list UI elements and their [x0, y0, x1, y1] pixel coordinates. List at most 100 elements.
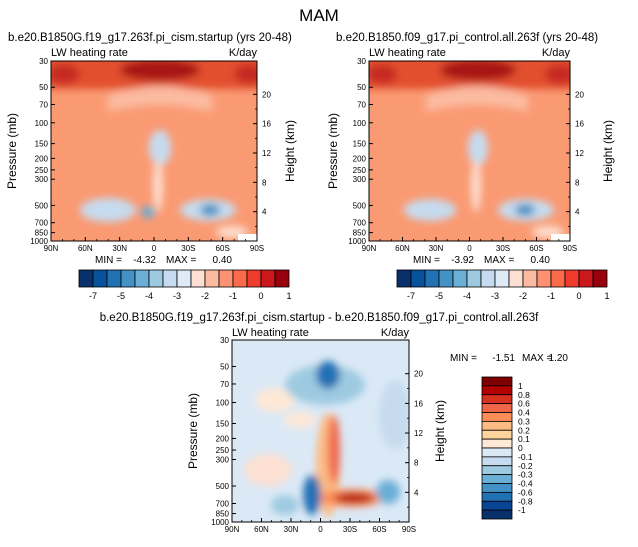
right-tick-label: 4	[262, 208, 267, 217]
y-tick-label: 250	[216, 446, 230, 455]
y-tick-label: 1000	[30, 237, 48, 246]
panel-1-subtitle-left: LW heating rate	[51, 47, 128, 59]
y-tick-label: 100	[35, 119, 49, 128]
y-tick-label: 500	[35, 201, 49, 210]
colorbar-box	[481, 447, 513, 458]
x-tick-label: 0	[152, 244, 157, 253]
colorbar-box	[274, 269, 290, 288]
colorbar-box	[522, 269, 538, 288]
y-tick-label: 300	[353, 175, 367, 184]
colorbar-box	[481, 509, 513, 520]
right-tick-label: 12	[262, 149, 271, 158]
colorbar-box	[481, 420, 513, 431]
x-tick-label: 60N	[78, 244, 93, 253]
colorbar-box	[481, 438, 513, 449]
y-tick-label: 100	[353, 119, 367, 128]
panel-3-colorbar: 10.80.60.40.30.20.10-0.1-0.2-0.3-0.4-0.6…	[481, 376, 533, 520]
colorbar-box	[78, 269, 94, 288]
colorbar-label: -0.1	[518, 452, 533, 462]
right-tick-label: 16	[262, 120, 271, 129]
colorbar-box	[148, 269, 164, 288]
right-tick-label: 8	[414, 459, 419, 468]
y-tick-label: 50	[220, 363, 229, 372]
y-tick-label: 70	[220, 380, 229, 389]
panel-1-field	[51, 61, 257, 241]
colorbar-label: 1	[518, 381, 523, 391]
y-tick-label: 700	[216, 499, 230, 508]
y-tick-label: 850	[35, 229, 49, 238]
x-tick-label: 60S	[216, 244, 230, 253]
x-tick-label: 60S	[372, 525, 386, 534]
colorbar-label: -0.2	[518, 461, 533, 471]
panel-3: b.e20.B1850G.f19_g17.263f.pi_cism.startu…	[100, 312, 569, 534]
colorbar-label: 1	[286, 291, 291, 301]
colorbar-label: -0.4	[518, 479, 533, 489]
panel-1-colorbar: -7 -5 -4 -3 -2 -1 0 1	[78, 269, 292, 301]
colorbar-box	[481, 483, 513, 493]
colorbar-label: -1	[229, 291, 237, 301]
colorbar-label: -5	[117, 291, 125, 301]
colorbar-box	[452, 269, 468, 288]
right-tick-label: 20	[414, 370, 423, 379]
colorbar-label: 0.2	[518, 425, 530, 435]
y-tick-label: 500	[353, 201, 367, 210]
colorbar-box	[480, 269, 496, 288]
y-tick-label: 300	[216, 456, 230, 465]
colorbar-label: 0.8	[518, 390, 530, 400]
panel-3-ylabel: Pressure (mb)	[186, 393, 200, 469]
x-tick-label: 0	[467, 244, 472, 253]
colorbar-box	[481, 429, 513, 440]
colorbar-box	[564, 269, 580, 288]
colorbar-box	[508, 269, 524, 288]
panel-3-axes: 90N 60N 30N 0 30S 60S 90S 30 50 70 100 150 200 250300…	[211, 336, 423, 534]
colorbar-box	[410, 269, 426, 288]
colorbar-box	[481, 474, 513, 484]
panel-1-max-core	[120, 61, 200, 81]
y-tick-label: 850	[353, 229, 367, 238]
y-tick-label: 1000	[211, 518, 229, 527]
colorbar-box	[204, 269, 220, 288]
colorbar-label: -0.6	[518, 487, 533, 497]
x-tick-label: 90N	[362, 244, 377, 253]
panel-2-ylabel: Pressure (mb)	[326, 113, 340, 189]
panel-3-min-core	[303, 475, 321, 515]
panel-3-max-value: 1.20	[549, 353, 569, 364]
panel-2: b.e20.B1850.f09_g17.pi_control.all.263f …	[326, 32, 615, 266]
panel-1: b.e20.B1850G.f19_g17.263f.pi_cism.startu…	[5, 32, 297, 266]
right-tick-label: 12	[575, 149, 584, 158]
colorbar-box	[481, 403, 513, 413]
right-tick-label: 16	[575, 120, 584, 129]
panel-2-min-label: MIN =	[413, 255, 440, 266]
panel-3-min-value: -1.51	[492, 353, 515, 364]
colorbar-box	[592, 269, 608, 288]
colorbar-box	[578, 269, 594, 288]
colorbar-label: -5	[435, 291, 443, 301]
colorbar-label: 0	[576, 291, 581, 301]
x-tick-label: 60N	[254, 525, 269, 534]
panel-1-subtitle-right: K/day	[229, 47, 258, 59]
colorbar-label: -0.3	[518, 470, 533, 480]
colorbar-box	[481, 412, 513, 422]
colorbar-box	[120, 269, 136, 288]
y-tick-label: 50	[39, 83, 48, 92]
panel-2-subtitle-left: LW heating rate	[369, 47, 446, 59]
colorbar-box	[438, 269, 454, 288]
x-tick-label: 30N	[429, 244, 444, 253]
y-tick-label: 200	[216, 434, 230, 443]
colorbar-box	[550, 269, 566, 288]
colorbar-label: 0.3	[518, 416, 530, 426]
colorbar-label: -3	[173, 291, 181, 301]
right-tick-label: 12	[414, 429, 423, 438]
panel-1-title: b.e20.B1850G.f19_g17.263f.pi_cism.startu…	[8, 32, 292, 44]
panel-2-max-label: MAX =	[484, 255, 514, 266]
colorbar-box	[176, 269, 192, 288]
panel-2-title: b.e20.B1850.f09_g17.pi_control.all.263f …	[336, 32, 598, 44]
y-tick-label: 700	[35, 219, 49, 228]
colorbar-box	[134, 269, 150, 288]
x-tick-label: 60S	[529, 244, 543, 253]
colorbar-label: 0.4	[518, 408, 530, 418]
colorbar-box	[396, 269, 412, 288]
y-tick-label: 250	[353, 166, 367, 175]
y-tick-label: 50	[357, 83, 366, 92]
panel-2-right-label: Height (km)	[601, 120, 615, 182]
